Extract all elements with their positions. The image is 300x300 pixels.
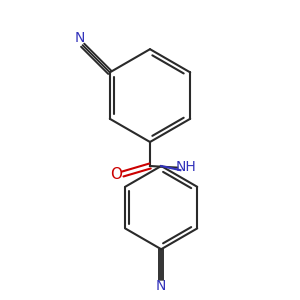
Text: NH: NH (176, 160, 196, 174)
Text: N: N (156, 279, 166, 293)
Text: N: N (75, 31, 85, 45)
Text: O: O (110, 167, 122, 182)
